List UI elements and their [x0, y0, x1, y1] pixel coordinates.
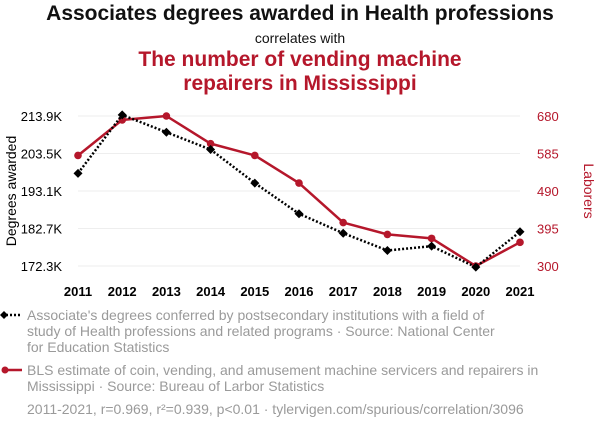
- y-tick-label: 182.7K: [21, 222, 63, 237]
- legend-item-laborers: BLS estimate of coin, vending, and amuse…: [0, 362, 600, 396]
- data-point-laborers: [74, 151, 82, 160]
- data-point-laborers: [206, 139, 215, 148]
- data-point-laborers: [251, 151, 259, 160]
- legend-label-laborers: BLS estimate of coin, vending, and amuse…: [27, 362, 597, 394]
- x-tick-label: 2016: [285, 284, 314, 299]
- x-tick-label: 2017: [329, 284, 358, 299]
- y-tick-label-right: 585: [537, 147, 559, 162]
- legend-line: study of Health professions and related …: [27, 323, 495, 339]
- data-point-degrees: [161, 127, 171, 137]
- data-point-degrees: [250, 178, 260, 188]
- y-axis-label: Degrees awarded: [3, 136, 19, 247]
- chart-title-secondary-line: The number of vending machine: [138, 48, 462, 71]
- x-tick-label: 2015: [240, 284, 269, 299]
- y-tick-label: 193.1K: [21, 184, 63, 199]
- y-axis-label-right: Laborers: [581, 163, 597, 218]
- x-tick-label: 2014: [196, 284, 226, 299]
- legend-line: for Education Statistics: [27, 339, 170, 355]
- legend-label-degrees: Associate's degrees conferred by postsec…: [27, 307, 597, 355]
- legend-marker-laborers-icon: [1, 366, 22, 374]
- y-tick-label-right: 490: [537, 184, 559, 199]
- chart-title-secondary-line: repairers in Mississippi: [183, 72, 417, 95]
- x-tick-label: 2019: [417, 284, 446, 299]
- legend-line: Mississippi · Source: Bureau of Larbor S…: [27, 378, 325, 394]
- chart-title-secondary: The number of vending machine repairers …: [0, 48, 600, 96]
- y-tick-label-right: 300: [537, 259, 559, 274]
- data-point-degrees: [471, 262, 481, 272]
- legend-line: BLS estimate of coin, vending, and amuse…: [27, 362, 539, 378]
- legend-marker-degrees-icon: [0, 311, 22, 319]
- x-tick-label: 2011: [64, 284, 92, 299]
- data-point-laborers: [383, 230, 392, 239]
- data-point-laborers: [516, 238, 524, 247]
- data-point-degrees: [73, 168, 83, 178]
- x-tick-label: 2012: [108, 284, 137, 299]
- data-point-degrees: [206, 145, 216, 155]
- y-tick-label: 172.3K: [21, 259, 63, 274]
- data-point-laborers: [295, 179, 303, 187]
- legend-item-degrees: Associate's degrees conferred by postsec…: [0, 307, 600, 357]
- chart-footer: 2011-2021, r=0.969, r²=0.939, p<0.01 · t…: [27, 401, 524, 417]
- y-tick-label: 213.9K: [21, 109, 63, 124]
- x-tick-label: 2018: [373, 284, 402, 299]
- y-tick-label: 203.5K: [21, 147, 63, 162]
- data-point-laborers: [427, 234, 436, 243]
- y-tick-label-right: 395: [537, 222, 559, 237]
- data-point-laborers: [339, 218, 348, 227]
- x-tick-label: 2013: [152, 284, 181, 299]
- chart-subtitle: correlates with: [254, 30, 346, 46]
- chart-title: Associates degrees awarded in Health pro…: [46, 2, 554, 25]
- data-point-degrees: [117, 110, 127, 120]
- data-point-degrees: [338, 228, 348, 238]
- y-tick-label-right: 680: [537, 109, 559, 124]
- data-point-laborers: [162, 112, 171, 120]
- legend-line: Associate's degrees conferred by postsec…: [27, 307, 485, 323]
- data-point-degrees: [382, 245, 392, 255]
- data-point-degrees: [515, 227, 525, 237]
- x-tick-label: 2021: [506, 284, 535, 299]
- data-point-degrees: [294, 209, 304, 219]
- x-tick-label: 2020: [461, 284, 490, 299]
- data-point-degrees: [427, 241, 437, 251]
